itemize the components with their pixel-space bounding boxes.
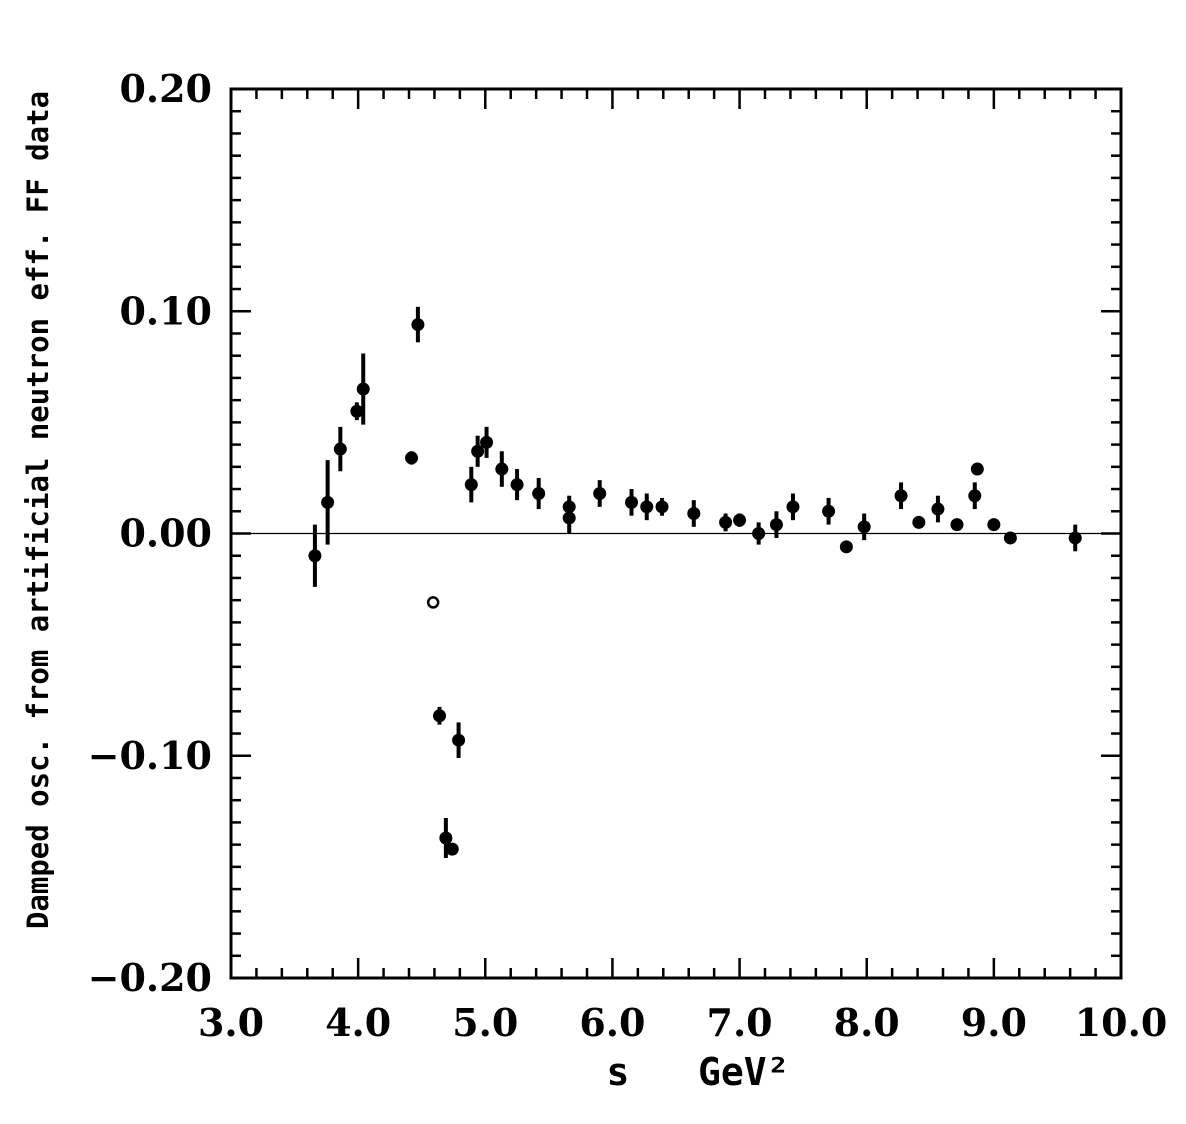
- y-tick-label: 0.20: [119, 66, 212, 111]
- data-point: [655, 500, 669, 514]
- data-point: [562, 511, 576, 525]
- y-tick-labels: 0.20 0.10 0.00 −0.10 −0.20: [88, 66, 212, 1000]
- data-point: [894, 489, 908, 503]
- data-point: [987, 518, 1001, 532]
- data-points: [308, 306, 1082, 858]
- data-point-open: [426, 596, 440, 609]
- data-point: [452, 733, 466, 747]
- data-point: [769, 518, 783, 532]
- x-tick-label: 6.0: [579, 1000, 645, 1045]
- plot-frame: [229, 87, 1123, 980]
- data-point: [719, 515, 733, 529]
- x-tick-label: 10.0: [1075, 1000, 1168, 1045]
- data-point: [1003, 531, 1017, 545]
- data-point: [822, 504, 836, 518]
- data-point: [464, 478, 478, 492]
- y-axis-label: Damped osc. from artificial neutron eff.…: [21, 91, 55, 929]
- data-point: [912, 515, 926, 529]
- data-point: [786, 500, 800, 514]
- axis-ticks: [229, 87, 1123, 980]
- x-axis-label: s GeV²: [606, 1050, 789, 1094]
- data-point: [480, 435, 494, 449]
- data-point: [593, 486, 607, 500]
- data-point: [950, 518, 964, 532]
- data-point: [687, 506, 701, 520]
- data-point: [405, 451, 419, 465]
- x-tick-labels: 3.0 4.0 5.0 6.0 7.0 8.0 9.0 10.0: [198, 1000, 1167, 1045]
- data-point: [733, 513, 747, 527]
- data-point: [839, 540, 853, 554]
- data-point: [532, 486, 546, 500]
- x-tick-label: 3.0: [198, 1000, 264, 1045]
- data-point: [510, 478, 524, 492]
- data-point: [1068, 531, 1082, 545]
- x-tick-label: 4.0: [325, 1000, 391, 1045]
- data-point: [321, 495, 335, 509]
- x-tick-label: 7.0: [707, 1000, 773, 1045]
- data-point: [333, 442, 347, 456]
- data-point: [931, 502, 945, 516]
- data-point: [970, 462, 984, 476]
- data-point: [445, 842, 459, 856]
- data-point: [411, 318, 425, 332]
- data-point: [308, 549, 322, 563]
- y-tick-label: 0.00: [119, 511, 212, 556]
- data-point: [640, 500, 654, 514]
- x-tick-label: 8.0: [834, 1000, 900, 1045]
- x-tick-label: 9.0: [961, 1000, 1027, 1045]
- data-point: [857, 520, 871, 534]
- data-point: [433, 709, 447, 723]
- data-point: [752, 527, 766, 540]
- data-point: [495, 462, 509, 476]
- data-point: [471, 444, 485, 458]
- y-tick-label: −0.10: [88, 733, 212, 778]
- data-point: [350, 404, 364, 418]
- x-tick-label: 5.0: [452, 1000, 518, 1045]
- data-point: [968, 489, 982, 503]
- data-point: [439, 831, 453, 845]
- y-tick-label: −0.20: [88, 955, 212, 1000]
- data-point: [625, 495, 638, 509]
- data-point: [356, 382, 370, 396]
- y-tick-label: 0.10: [119, 288, 212, 333]
